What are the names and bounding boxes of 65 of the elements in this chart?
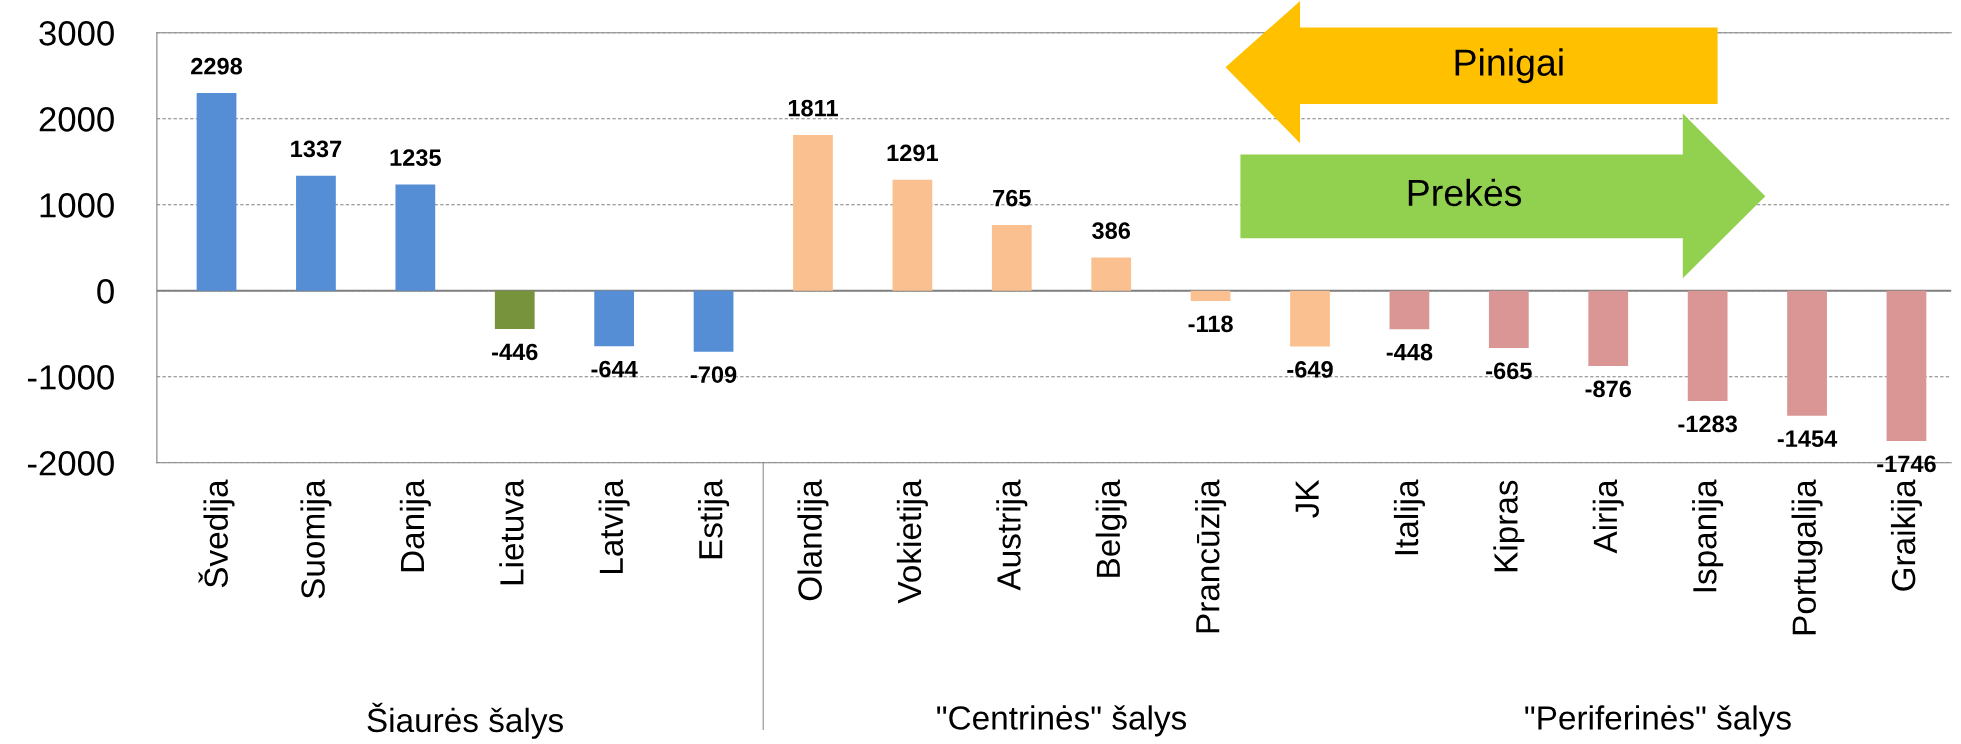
data-label: 1811 — [788, 99, 838, 117]
x-tick-label: Belgija — [1095, 479, 1127, 577]
text: "Centrinės" šalys — [937, 705, 1187, 737]
bar — [793, 135, 833, 291]
data-label: -1746 — [1877, 455, 1936, 473]
text: Šiaurės šalys — [367, 702, 563, 739]
y-tick-label: -1000 — [27, 365, 114, 390]
x-tick-label: Airija — [1592, 479, 1624, 554]
data-label: -649 — [1287, 361, 1333, 378]
x-tick-label: Ispanija — [1692, 479, 1724, 592]
x-tick-label: Danija — [399, 479, 431, 572]
annotation: Pinigai — [1455, 48, 1563, 84]
bar — [494, 290, 535, 330]
y-tick-label: -2000 — [27, 451, 114, 476]
bar — [594, 290, 635, 347]
x-tick-label: Italija — [1393, 479, 1425, 555]
text: "Periferinės" šalys — [1525, 705, 1791, 737]
data-label: -1454 — [1777, 430, 1838, 448]
annotation: Prekės — [1408, 178, 1522, 207]
data-label: 765 — [993, 189, 1031, 207]
y-tick-label: 2000 — [39, 107, 114, 132]
x-tick-label: Estija — [698, 479, 730, 559]
bar — [1389, 290, 1430, 330]
bar — [1787, 290, 1827, 416]
x-tick-label: Latvija — [598, 479, 630, 574]
bar — [1588, 290, 1629, 367]
data-label: 1291 — [887, 144, 938, 162]
data-label: -644 — [591, 360, 638, 378]
x-tick-label: Kipras — [1493, 480, 1525, 572]
data-label: 2298 — [191, 57, 243, 75]
data-label: -709 — [690, 366, 737, 383]
data-label: -118 — [1188, 315, 1233, 333]
bar — [693, 290, 734, 352]
x-tick-label: Graikija — [1890, 479, 1922, 591]
x-tick-label: Portugalija — [1791, 479, 1823, 635]
bar — [395, 184, 436, 291]
x-tick-label: Olandija — [797, 479, 829, 601]
x-tick-label: Austrija — [996, 479, 1028, 591]
x-tick-label: Suomija — [300, 479, 332, 599]
bar — [892, 179, 933, 291]
x-tick-label: Švedija — [198, 479, 235, 588]
bar — [1290, 290, 1330, 347]
bar — [196, 93, 237, 291]
y-tick-label: 3000 — [39, 21, 114, 46]
bar — [1091, 257, 1132, 291]
bar — [1488, 290, 1529, 348]
y-tick-label: 0 — [97, 279, 114, 304]
bar — [1886, 290, 1927, 441]
x-tick-label: Vokietija — [896, 479, 928, 604]
data-label: -446 — [492, 343, 538, 361]
x-tick-label: Lietuva — [499, 479, 524, 585]
x-tick-label: Prancūzija — [1195, 479, 1227, 633]
x-tick-label: JK — [1295, 479, 1319, 518]
data-label: -665 — [1486, 362, 1532, 380]
data-label: 386 — [1092, 222, 1131, 240]
data-label: -1283 — [1678, 415, 1737, 433]
data-label: -876 — [1585, 380, 1632, 398]
bar — [296, 175, 336, 291]
bar — [1687, 290, 1728, 402]
data-label: -448 — [1386, 343, 1433, 361]
bar — [1190, 290, 1231, 301]
data-label: 1235 — [390, 149, 441, 167]
bar — [991, 224, 1032, 291]
y-tick-label: 1000 — [40, 193, 114, 218]
data-label: 1337 — [291, 140, 342, 158]
